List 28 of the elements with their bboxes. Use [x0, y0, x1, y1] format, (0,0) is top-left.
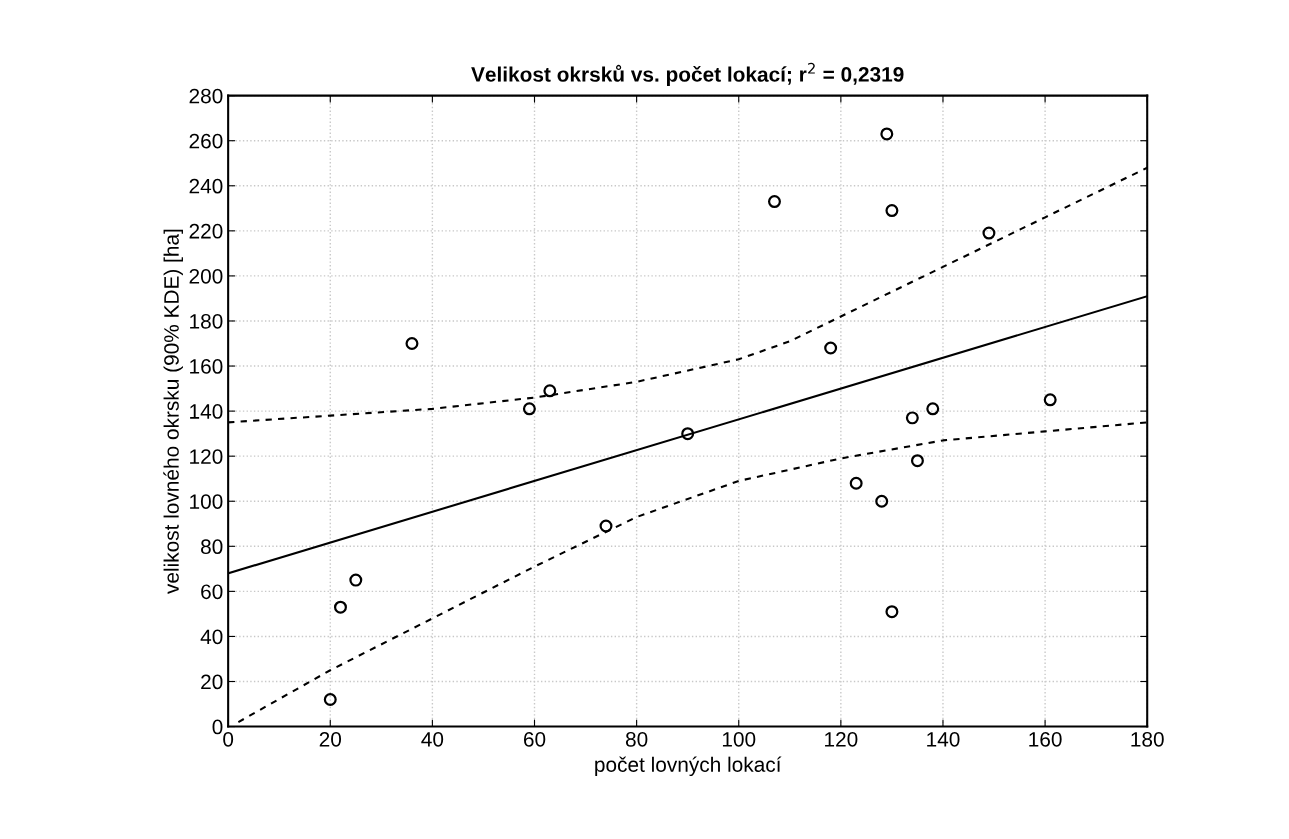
x-tick-label: 80 [625, 731, 648, 747]
y-tick-label: 160 [190, 359, 223, 374]
x-tick-label: 140 [927, 731, 960, 747]
y-tick-label: 0 [212, 719, 223, 735]
y-tick-label: 100 [190, 494, 223, 509]
x-tick-label: 60 [523, 731, 546, 747]
y-tick-label: 40 [200, 629, 223, 645]
x-tick-label: 160 [1029, 731, 1062, 747]
y-tick-label: 20 [201, 674, 223, 690]
x-tick-label: 20 [319, 731, 342, 747]
chart-title: Velikost okrsků vs. počet lokací; r$^{2}$ = 0,2319 [471, 62, 904, 86]
y-axis-title: velikost lovného okrsku (90% KDE) [ha] [163, 229, 183, 594]
x-tick-label: 100 [722, 731, 756, 747]
y-tick-label: 80 [201, 539, 223, 555]
y-tick-label: 60 [201, 584, 223, 600]
x-tick-label: 0 [223, 731, 234, 747]
y-tick-label: 140 [190, 404, 223, 419]
x-tick-label: 40 [421, 731, 444, 747]
y-tick-label: 200 [189, 268, 223, 284]
x-tick-label: 180 [1131, 731, 1164, 747]
y-tick-label: 280 [189, 88, 223, 104]
y-tick-label: 180 [190, 313, 223, 329]
y-tick-label: 120 [190, 449, 223, 464]
x-axis-title: počet lovných lokací [595, 756, 782, 777]
y-tick-label: 220 [189, 223, 223, 239]
x-tick-label: 120 [825, 731, 858, 747]
y-tick-label: 260 [189, 133, 223, 149]
y-tick-label: 240 [189, 178, 223, 194]
